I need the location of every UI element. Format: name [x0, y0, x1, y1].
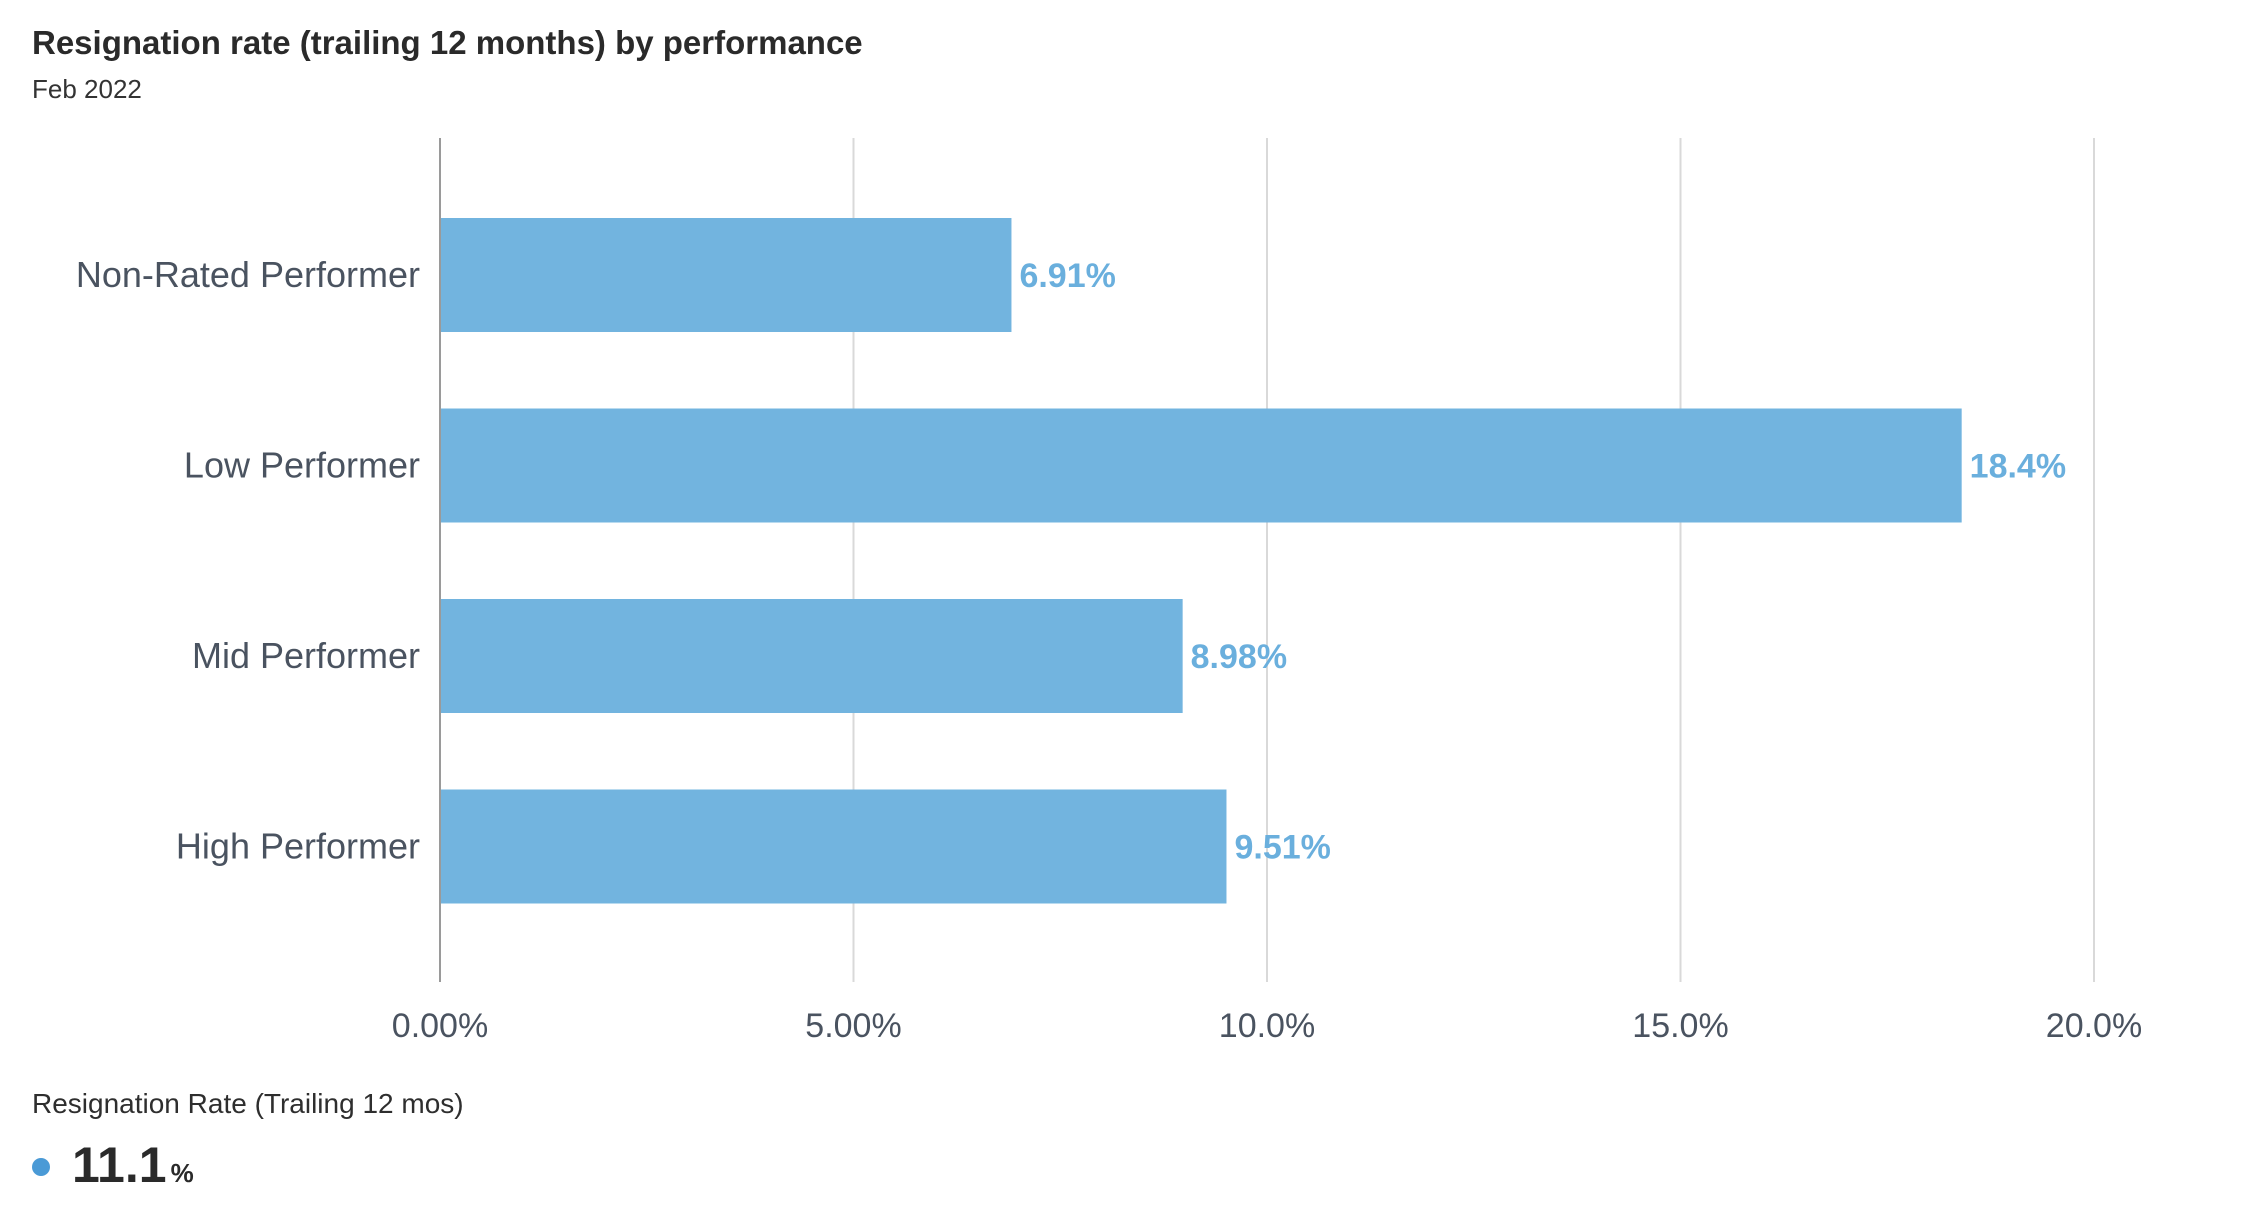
bar[interactable] — [440, 599, 1183, 713]
summary-value: 11.1 — [72, 1137, 167, 1193]
summary-metric: 11.1 % — [32, 1136, 194, 1194]
bar-chart: Non-Rated Performer Low Performer Mid Perf… — [76, 138, 2142, 1045]
chart-subtitle: Feb 2022 — [32, 74, 142, 104]
x-tick-label: 5.00% — [805, 1007, 901, 1045]
x-tick-label: 0.00% — [392, 1007, 488, 1045]
category-label: Mid Performer — [192, 635, 420, 676]
summary-dot-icon — [32, 1158, 50, 1176]
x-tick-label: 10.0% — [1219, 1007, 1315, 1045]
x-tick-label: 15.0% — [1632, 1007, 1728, 1045]
x-tick-label: 20.0% — [2046, 1007, 2142, 1045]
category-label: Low Performer — [184, 445, 420, 486]
bar[interactable] — [440, 218, 1012, 332]
x-tick-labels: 0.00% 5.00% 10.0% 15.0% 20.0% — [392, 1007, 2142, 1045]
category-labels: Non-Rated Performer Low Performer Mid Perf… — [76, 254, 420, 867]
category-label: Non-Rated Performer — [76, 254, 420, 295]
value-label: 6.91% — [1019, 257, 1115, 295]
value-label: 9.51% — [1234, 829, 1330, 867]
chart-title: Resignation rate (trailing 12 months) by… — [32, 24, 863, 61]
value-label: 18.4% — [1970, 448, 2066, 486]
value-labels: 6.91% 18.4% 8.98% 9.51% — [1019, 257, 2066, 867]
bar[interactable] — [440, 408, 1962, 523]
summary-unit: % — [170, 1158, 194, 1188]
bar[interactable] — [440, 789, 1227, 904]
bars — [440, 218, 1962, 904]
value-label: 8.98% — [1191, 638, 1287, 676]
category-label: High Performer — [176, 826, 420, 867]
summary-label: Resignation Rate (Trailing 12 mos) — [32, 1088, 464, 1119]
